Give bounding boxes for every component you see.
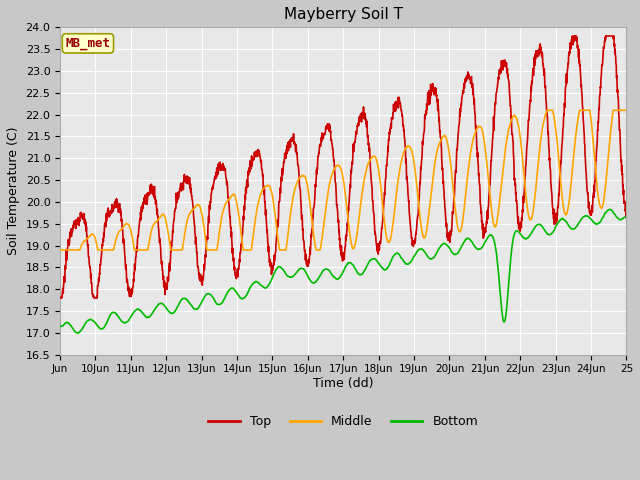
Y-axis label: Soil Temperature (C): Soil Temperature (C) — [7, 127, 20, 255]
Legend: Top, Middle, Bottom: Top, Middle, Bottom — [204, 410, 483, 433]
X-axis label: Time (dd): Time (dd) — [313, 377, 374, 390]
Title: Mayberry Soil T: Mayberry Soil T — [284, 7, 403, 22]
Text: MB_met: MB_met — [65, 37, 111, 50]
